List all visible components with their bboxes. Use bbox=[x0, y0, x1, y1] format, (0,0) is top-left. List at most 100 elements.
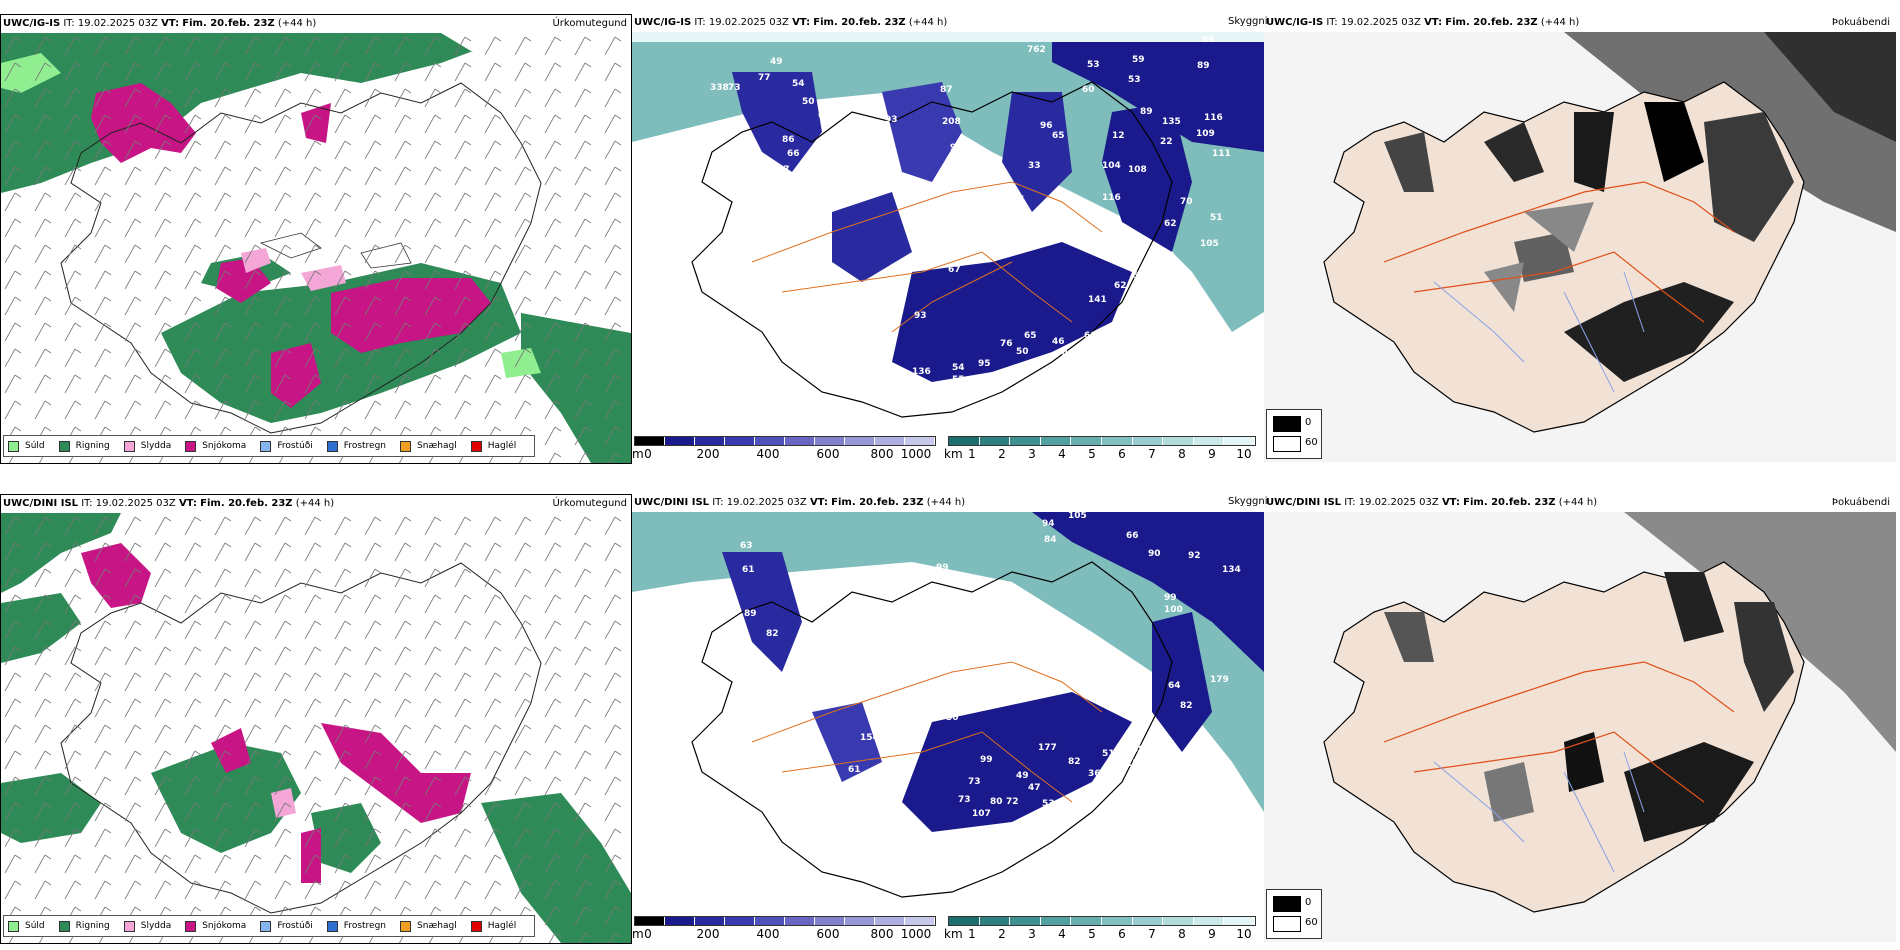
panel-header-left: UWC/IG-IS IT: 19.02.2025 03Z VT: Fim. 20… bbox=[3, 15, 316, 33]
cloud-base-label: 92 bbox=[1162, 251, 1175, 261]
fog-swatch-dark bbox=[1273, 896, 1301, 912]
cloud-base-label: 51 bbox=[1102, 749, 1115, 759]
cloud-base-labels: 94 105 84 66 90 92 134 99 100 63 61 87 8… bbox=[720, 512, 1241, 847]
fog-max-label: 0 bbox=[1305, 897, 1312, 908]
cloud-base-label: 51 bbox=[1210, 213, 1223, 223]
legend-label: Rigning bbox=[75, 921, 110, 931]
cloud-base-label: 134 bbox=[1222, 565, 1241, 575]
model-name: UWC/IG-IS bbox=[3, 18, 61, 29]
issue-time: 19.02.2025 03Z bbox=[708, 17, 789, 28]
legend-label: Frostúði bbox=[277, 441, 313, 451]
visibility-swatch bbox=[1010, 917, 1041, 925]
visibility-map: 94 105 84 66 90 92 134 99 100 63 61 87 8… bbox=[632, 512, 1264, 912]
precip-legend: Súld Rigning Slydda Snjókoma Frostúði Fr… bbox=[3, 915, 536, 937]
panel-header: UWC/DINI ISL IT: 19.02.2025 03Z VT: Fim.… bbox=[632, 494, 1264, 512]
cloud-base-label: 62 bbox=[822, 797, 835, 807]
visibility-panel-title: Skyggni bbox=[1228, 16, 1268, 27]
panel-header-left: UWC/DINI ISL IT: 19.02.2025 03Z VT: Fim.… bbox=[634, 494, 965, 512]
panel-header-left: UWC/IG-IS IT: 19.02.2025 03Z VT: Fim. 20… bbox=[634, 14, 947, 32]
cloud-base-label: 93 bbox=[914, 311, 927, 321]
visibility-tick: 1 bbox=[968, 447, 976, 461]
cloud-base-label: 73 bbox=[968, 777, 981, 787]
issue-time: 19.02.2025 03Z bbox=[1358, 497, 1439, 508]
cloud-base-label: 179 bbox=[1210, 675, 1229, 685]
cloud-base-swatch bbox=[815, 917, 845, 925]
fog-map bbox=[1264, 512, 1896, 942]
legend-swatch bbox=[260, 440, 272, 452]
cloud-base-label: 762 bbox=[1027, 45, 1046, 55]
visibility-swatch bbox=[949, 917, 980, 925]
legend-swatch bbox=[470, 920, 482, 932]
visibility-swatch bbox=[1163, 437, 1194, 445]
visibility-swatch bbox=[1101, 437, 1133, 445]
visibility-panel-top: UWC/IG-IS IT: 19.02.2025 03Z VT: Fim. 20… bbox=[632, 14, 1264, 464]
panel-header: UWC/DINI ISL IT: 19.02.2025 03Z VT: Fim.… bbox=[1, 495, 631, 513]
valid-time: Fim. 20.feb. 23Z bbox=[1463, 497, 1556, 508]
cloud-base-swatch bbox=[845, 917, 875, 925]
cloud-base-label: 67 bbox=[818, 111, 831, 121]
cloud-base-swatch bbox=[875, 917, 905, 925]
legend-label: Haglél bbox=[487, 441, 517, 451]
issue-label: IT: bbox=[81, 498, 93, 509]
visibility-tick: 8 bbox=[1178, 447, 1186, 461]
cloud-base-label: 105 bbox=[1200, 239, 1219, 249]
cloud-base-tick: 600 bbox=[816, 447, 840, 461]
visibility-map: 762 53 59 88 89 60 53 49 338 73 77 54 50… bbox=[632, 32, 1264, 432]
visibility-tick: 5 bbox=[1088, 447, 1096, 461]
visibility-swatch bbox=[979, 917, 1011, 925]
panel-title: Úrkomutegund bbox=[552, 18, 627, 29]
cloud-base-label: 117 bbox=[1120, 759, 1139, 769]
cloud-base-label: 64 bbox=[884, 735, 897, 745]
visibility-swatch bbox=[1224, 437, 1255, 445]
panel-title: Þokuábendi bbox=[1831, 17, 1890, 28]
cloud-base-tick: 800 bbox=[870, 927, 894, 941]
visibility-swatch bbox=[1101, 917, 1133, 925]
cloud-base-label: 12 bbox=[1112, 131, 1125, 141]
visibility-tick: 1 bbox=[968, 927, 976, 941]
legend-swatch bbox=[123, 440, 135, 452]
lead-time: (+44 h) bbox=[1558, 497, 1598, 508]
valid-time: Fim. 20.feb. 23Z bbox=[200, 498, 293, 509]
cloud-base-label: 64 bbox=[1168, 681, 1181, 691]
panel-header: UWC/IG-IS IT: 19.02.2025 03Z VT: Fim. 20… bbox=[1264, 14, 1900, 32]
visibility-unit: km bbox=[944, 447, 963, 461]
legend-swatch bbox=[400, 920, 412, 932]
cloud-base-label: 36 bbox=[1088, 769, 1101, 779]
cloud-base-label: 82 bbox=[1180, 701, 1193, 711]
precip-type-panel-top: UWC/IG-IS IT: 19.02.2025 03Z VT: Fim. 20… bbox=[0, 14, 632, 464]
visibility-swatch bbox=[1132, 437, 1164, 445]
cloud-base-label: 87 bbox=[720, 597, 733, 607]
cloud-base-label: 53 bbox=[1128, 75, 1141, 85]
cloud-base-unit: m bbox=[632, 447, 644, 461]
cloud-base-label: 60 bbox=[1082, 85, 1095, 95]
visibility-tick: 8 bbox=[1178, 927, 1186, 941]
fog-max-label: 0 bbox=[1305, 417, 1312, 428]
precip-map bbox=[1, 513, 631, 943]
issue-time: 19.02.2025 03Z bbox=[1340, 17, 1421, 28]
cloud-base-label: 104 bbox=[1102, 161, 1121, 171]
fog-swatch-light bbox=[1273, 436, 1301, 452]
visibility-unit: km bbox=[944, 927, 963, 941]
cloud-base-bar bbox=[634, 916, 936, 926]
visibility-swatch bbox=[1010, 437, 1041, 445]
cloud-base-label: 177 bbox=[1038, 743, 1057, 753]
visibility-tick: 2 bbox=[998, 927, 1006, 941]
issue-label: IT: bbox=[63, 18, 75, 29]
legend-label: Slydda bbox=[140, 441, 172, 451]
panel-header-left: UWC/DINI ISL IT: 19.02.2025 03Z VT: Fim.… bbox=[3, 495, 334, 513]
precip-map bbox=[1, 33, 631, 463]
cloud-base-label: 50 bbox=[1016, 347, 1029, 357]
visibility-tick: 6 bbox=[1118, 447, 1126, 461]
cloud-base-label: 136 bbox=[912, 367, 931, 377]
issue-label: IT: bbox=[712, 497, 724, 508]
cloud-base-label: 92 bbox=[1188, 551, 1201, 561]
cloud-base-label: 63 bbox=[740, 541, 753, 551]
valid-time: Fim. 20.feb. 23Z bbox=[813, 17, 906, 28]
cloud-base-label: 67 bbox=[808, 779, 821, 789]
visibility-tick: 9 bbox=[1208, 447, 1216, 461]
model-name: UWC/IG-IS bbox=[634, 17, 692, 28]
legend-swatch bbox=[326, 440, 338, 452]
visibility-panel-title: Skyggni bbox=[1228, 496, 1268, 507]
cloud-base-label: 82 bbox=[766, 629, 779, 639]
legend-label: Súld bbox=[25, 921, 45, 931]
